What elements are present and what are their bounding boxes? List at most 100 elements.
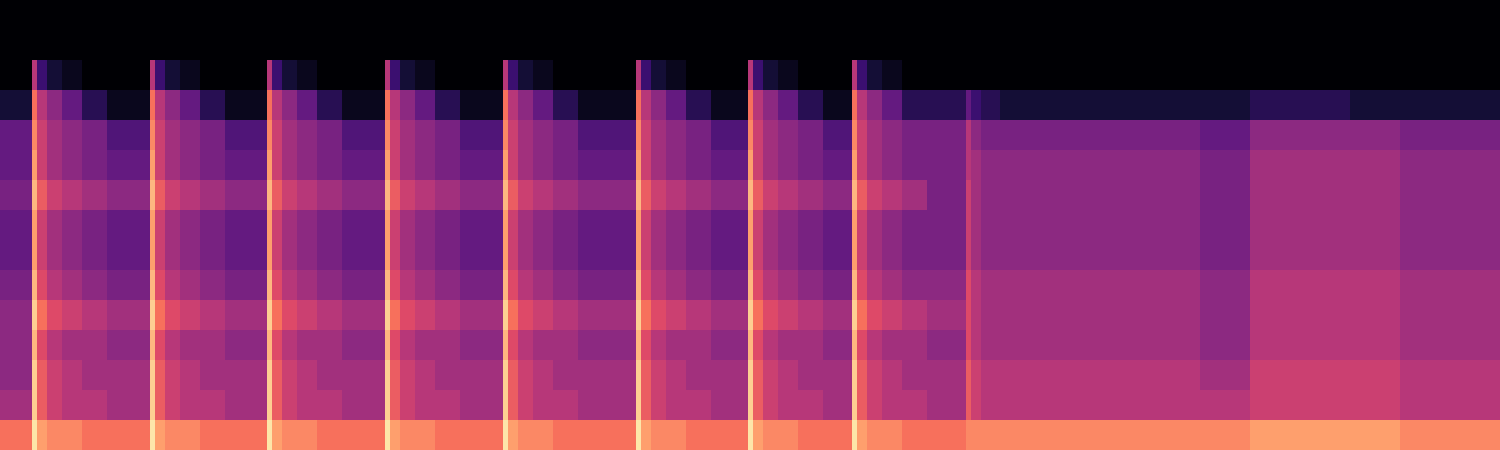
- heatmap-cell: [823, 120, 852, 150]
- heatmap-cell: [385, 270, 390, 300]
- heatmap-cell: [1450, 30, 1500, 60]
- heatmap-cell: [636, 150, 641, 180]
- heatmap-cell: [272, 330, 282, 360]
- heatmap-cell: [460, 390, 503, 420]
- heatmap-cell: [180, 390, 200, 420]
- heatmap-cell: [748, 150, 753, 180]
- heatmap-cell: [1000, 360, 1050, 390]
- heatmap-cell: [0, 90, 32, 120]
- heatmap-cell: [798, 120, 823, 150]
- heatmap-cell: [981, 210, 1000, 240]
- heatmap-cell: [867, 120, 882, 150]
- heatmap-cell: [37, 300, 47, 330]
- heatmap-cell: [62, 240, 82, 270]
- heatmap-cell: [823, 150, 852, 180]
- heatmap-cell: [390, 390, 400, 420]
- heatmap-cell: [867, 270, 882, 300]
- heatmap-cell: [1350, 180, 1400, 210]
- heatmap-cell: [1250, 210, 1300, 240]
- heatmap-cell: [1150, 210, 1200, 240]
- heatmap-cell: [435, 30, 460, 60]
- heatmap-cell: [666, 420, 686, 450]
- heatmap-cell: [651, 210, 666, 240]
- heatmap-cell: [503, 330, 508, 360]
- heatmap-cell: [882, 120, 902, 150]
- heatmap-cell: [981, 390, 1000, 420]
- heatmap-cell: [435, 120, 460, 150]
- heatmap-cell: [272, 60, 282, 90]
- heatmap-cell: [1350, 240, 1400, 270]
- heatmap-cell: [852, 240, 857, 270]
- heatmap-cell: [927, 240, 966, 270]
- heatmap-cell: [272, 240, 282, 270]
- heatmap-cell: [763, 30, 778, 60]
- heatmap-cell: [385, 30, 390, 60]
- heatmap-cell: [1150, 420, 1200, 450]
- heatmap-cell: [1450, 180, 1500, 210]
- heatmap-cell: [533, 180, 553, 210]
- heatmap-cell: [1050, 30, 1100, 60]
- heatmap-cell: [0, 330, 32, 360]
- heatmap-cell: [1100, 330, 1150, 360]
- heatmap-cell: [1350, 300, 1400, 330]
- heatmap-cell: [317, 420, 342, 450]
- heatmap-cell: [636, 270, 641, 300]
- heatmap-cell: [282, 330, 297, 360]
- heatmap-cell: [852, 30, 857, 60]
- heatmap-cell: [1300, 90, 1350, 120]
- heatmap-cell: [82, 150, 107, 180]
- heatmap-cell: [0, 120, 32, 150]
- heatmap-cell: [641, 210, 651, 240]
- heatmap-cell: [415, 270, 435, 300]
- heatmap-cell: [165, 180, 180, 210]
- heatmap-cell: [342, 300, 385, 330]
- heatmap-cell: [1400, 120, 1450, 150]
- heatmap-cell: [225, 120, 267, 150]
- heatmap-cell: [1400, 180, 1450, 210]
- heatmap-cell: [317, 240, 342, 270]
- heatmap-cell: [225, 210, 267, 240]
- heatmap-cell: [981, 60, 1000, 90]
- heatmap-cell: [981, 330, 1000, 360]
- heatmap-cell: [435, 0, 460, 30]
- heatmap-cell: [342, 210, 385, 240]
- heatmap-cell: [857, 330, 867, 360]
- heatmap-cell: [636, 30, 641, 60]
- heatmap-cell: [272, 0, 282, 30]
- heatmap-cell: [763, 60, 778, 90]
- plot-background: [0, 0, 1500, 450]
- heatmap-cell: [225, 300, 267, 330]
- heatmap-cell: [823, 30, 852, 60]
- heatmap-cell: [400, 60, 415, 90]
- heatmap-cell: [272, 420, 282, 450]
- heatmap-cell: [927, 0, 966, 30]
- heatmap-cell: [165, 90, 180, 120]
- heatmap-cell: [641, 390, 651, 420]
- heatmap-cell: [200, 210, 225, 240]
- heatmap-cell: [390, 240, 400, 270]
- heatmap-cell: [553, 330, 578, 360]
- heatmap-cell: [778, 30, 798, 60]
- heatmap-cell: [778, 390, 798, 420]
- heatmap-cell: [415, 390, 435, 420]
- heatmap-cell: [666, 30, 686, 60]
- heatmap-cell: [503, 30, 508, 60]
- heatmap-cell: [753, 0, 763, 30]
- heatmap-cell: [778, 360, 798, 390]
- heatmap-cell: [852, 420, 857, 450]
- heatmap-cell: [971, 60, 981, 90]
- heatmap-cell: [225, 360, 267, 390]
- heatmap-cell: [578, 330, 636, 360]
- heatmap-cell: [62, 90, 82, 120]
- heatmap-cell: [400, 390, 415, 420]
- heatmap-cell: [641, 270, 651, 300]
- heatmap-cell: [651, 390, 666, 420]
- heatmap-cell: [518, 330, 533, 360]
- heatmap-cell: [508, 120, 518, 150]
- heatmap-cell: [200, 0, 225, 30]
- heatmap-cell: [763, 360, 778, 390]
- heatmap-cell: [47, 270, 62, 300]
- heatmap-cell: [857, 150, 867, 180]
- heatmap-cell: [798, 0, 823, 30]
- heatmap-cell: [155, 330, 165, 360]
